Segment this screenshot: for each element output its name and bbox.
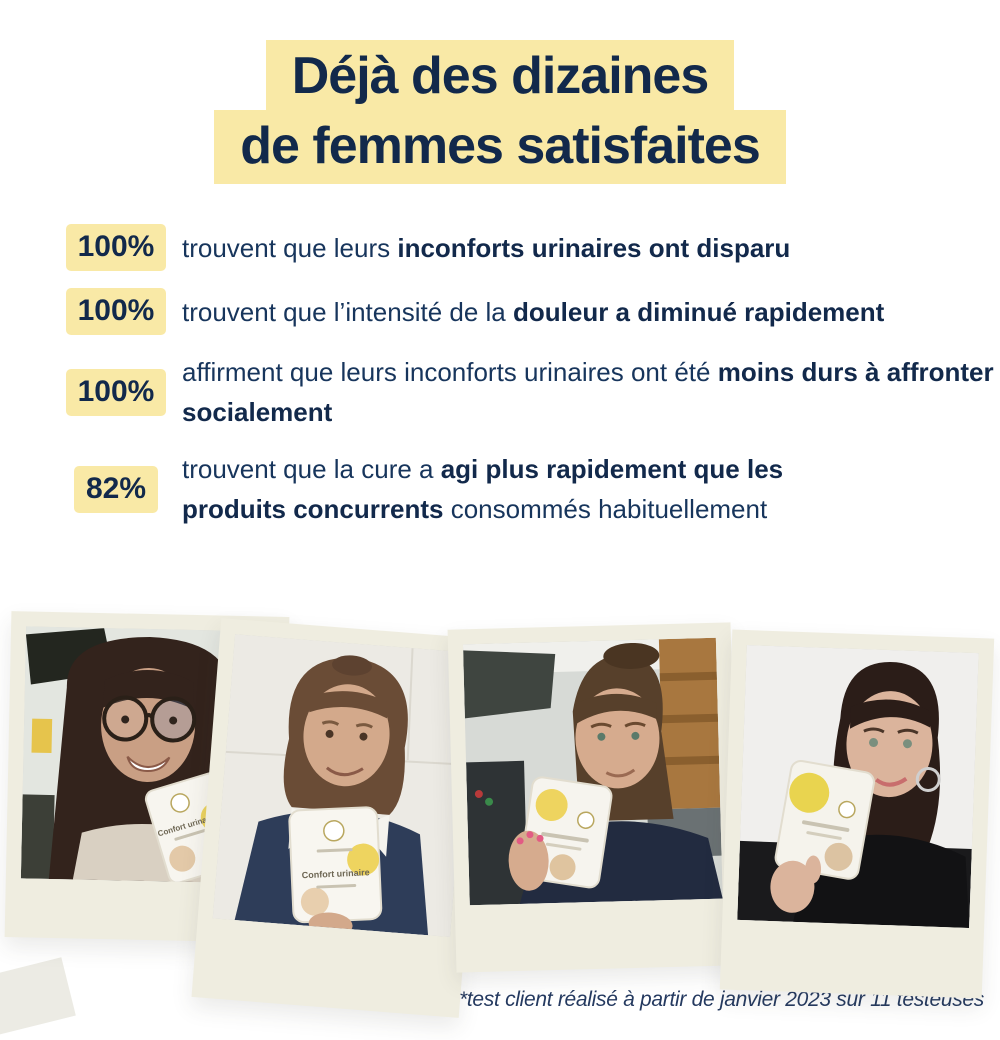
polaroid-corner-fragment	[0, 957, 76, 1039]
brand-logo	[577, 811, 595, 829]
brand-logo	[170, 793, 190, 813]
title-line-2: de femmes satisfaites	[0, 110, 1000, 184]
product-pouch: Confort urinaire	[288, 806, 383, 924]
smile	[325, 766, 364, 777]
smile	[126, 755, 171, 773]
testimonial-photo-collage: Confort urinaire	[0, 596, 1000, 1040]
stat-row-4: 82% trouvent que la cure a agi plus rapi…	[62, 449, 1000, 529]
beige-blob	[549, 854, 576, 881]
yellow-blob	[789, 772, 830, 813]
magnet	[474, 789, 483, 798]
stat-text-regular: consommés habituellement	[443, 494, 768, 524]
stat-text: trouvent que la cure a agi plus rapideme…	[182, 449, 882, 529]
stat-text-regular: affirment que leurs inconforts urinaires…	[182, 357, 718, 387]
smile	[874, 777, 908, 787]
hand	[508, 830, 549, 891]
stat-badge-column: 82%	[62, 465, 170, 513]
brand-logo	[838, 800, 856, 819]
stat-row-2: 100% trouvent que l’intensité de la doul…	[62, 288, 1000, 335]
stat-text-bold: moins durs à affronter socialement	[182, 357, 994, 427]
pink-nail	[516, 837, 524, 845]
stat-text-regular: trouvent que l’intensité de la	[182, 296, 513, 327]
page-title: Déjà des dizaines de femmes satisfaites	[0, 40, 1000, 184]
beige-blob	[824, 842, 853, 871]
photo-3-illustration	[462, 637, 723, 906]
stat-value-badge: 82%	[73, 465, 159, 513]
hand	[770, 860, 815, 913]
product-pouch-upside-down	[774, 759, 875, 880]
stat-badge-column: 100%	[62, 288, 170, 335]
stat-text: trouvent que l’intensité de la douleur a…	[182, 292, 884, 332]
title-highlight-2: de femmes satisfaites	[214, 110, 786, 184]
yellow-frame	[31, 718, 53, 753]
brand-logo	[323, 820, 345, 842]
stat-value-badge: 100%	[65, 288, 167, 335]
stat-text-regular: trouvent que leurs	[182, 232, 398, 263]
stat-row-1: 100% trouvent que leurs inconforts urina…	[62, 224, 1000, 271]
beige-blob	[300, 887, 329, 916]
testimonial-photo-woman-ponytail	[462, 637, 723, 906]
hair-bun	[603, 642, 660, 669]
stat-text-bold: douleur a diminué rapidement	[513, 296, 885, 327]
half-up-bun	[332, 655, 372, 676]
stat-text: affirment que leurs inconforts urinaires…	[182, 352, 1000, 432]
testimonial-photo-woman-polo: Confort urinaire	[212, 634, 473, 937]
hoop-earring	[915, 766, 941, 792]
photo-2-illustration: Confort urinaire	[212, 634, 473, 937]
smile	[605, 768, 636, 778]
stat-value-badge: 100%	[65, 224, 167, 271]
stat-badge-column: 100%	[62, 368, 170, 416]
dark-cabinet	[20, 794, 55, 880]
title-highlight-1: Déjà des dizaines	[265, 40, 735, 114]
pouch-label-text: Confort urinaire	[302, 867, 370, 880]
yellow-blob	[535, 788, 568, 821]
stat-text: trouvent que leurs inconforts urinaires …	[182, 228, 790, 268]
photo-4-illustration	[737, 645, 979, 928]
stat-badge-column: 100%	[62, 224, 170, 271]
stat-value-badge: 100%	[65, 368, 167, 416]
polaroid-photo-4	[719, 629, 995, 999]
stats-list: 100% trouvent que leurs inconforts urina…	[0, 224, 1000, 529]
stat-row-3: 100% affirment que leurs inconforts urin…	[62, 352, 1000, 432]
beige-blob	[169, 845, 196, 872]
stat-text-bold: inconforts urinaires ont disparu	[397, 232, 791, 263]
yellow-blob	[347, 843, 380, 876]
stat-text-bold: agi plus rapidement que les produits con…	[182, 454, 784, 524]
title-line-1: Déjà des dizaines	[0, 40, 1000, 114]
eye	[869, 738, 879, 748]
polaroid-photo-3	[447, 622, 740, 973]
polaroid-photo-2: Confort urinaire	[191, 618, 489, 1018]
kitchen-hood	[463, 650, 556, 719]
stat-text-regular: trouvent que la cure a	[182, 454, 441, 484]
testimonial-photo-woman-dark-hair	[737, 645, 979, 928]
